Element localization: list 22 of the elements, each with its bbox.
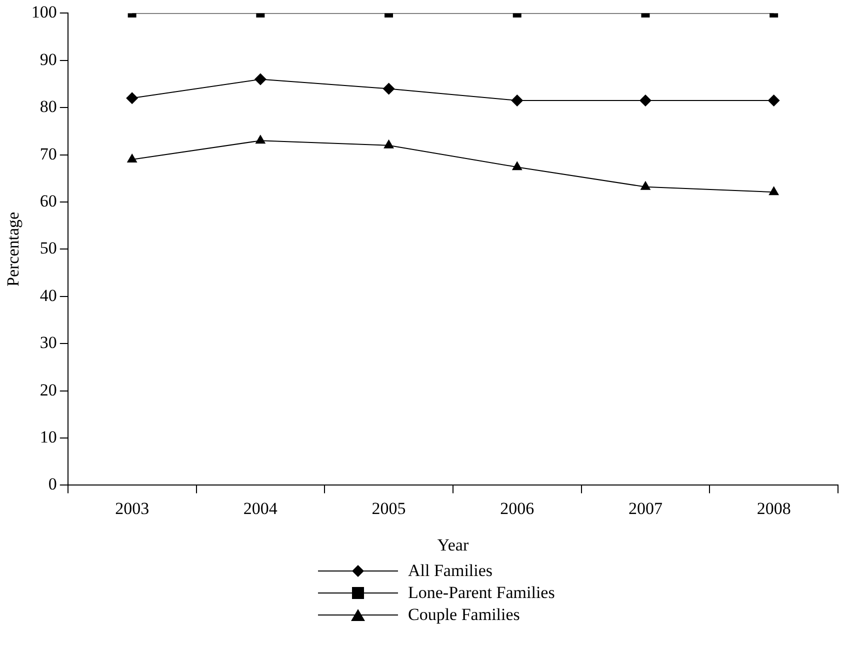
- x-tick-label: 2005: [372, 498, 406, 518]
- x-tick-label: 2004: [243, 498, 278, 518]
- y-tick-label: 70: [40, 144, 57, 164]
- y-tick-label: 50: [40, 238, 57, 258]
- legend-label: Couple Families: [408, 605, 520, 625]
- y-tick-label: 30: [40, 333, 57, 352]
- x-tick-label: 2008: [756, 498, 791, 518]
- x-tick-label: 2003: [115, 498, 150, 518]
- y-tick-label: 0: [48, 474, 57, 494]
- y-tick-label: 100: [31, 2, 57, 22]
- x-tick-label: 2007: [628, 498, 663, 518]
- y-tick-label: 90: [40, 50, 57, 69]
- y-tick-label: 10: [40, 427, 57, 446]
- legend-label: All Families: [408, 561, 493, 581]
- y-tick-label: 40: [40, 286, 57, 305]
- x-axis-title: Year: [437, 535, 469, 554]
- x-tick-label: 2006: [500, 498, 534, 518]
- y-tick-label: 60: [40, 191, 57, 210]
- y-tick-label: 80: [40, 97, 57, 116]
- y-tick-label: 20: [40, 380, 57, 400]
- y-axis-title: Percentage: [4, 212, 23, 286]
- legend-label: Lone-Parent Families: [408, 583, 555, 603]
